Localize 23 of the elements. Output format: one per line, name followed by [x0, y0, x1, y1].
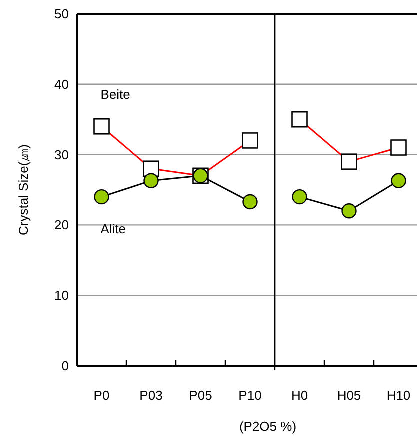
y-tick-label: 20 — [54, 218, 69, 233]
x-tick-label: P0 — [94, 388, 110, 403]
x-tick-label: H10 — [386, 388, 411, 403]
x-tick-label: H05 — [337, 388, 362, 403]
x-tick-label: P03 — [140, 388, 163, 403]
y-tick-label: 30 — [54, 147, 69, 162]
y-tick-label: 0 — [62, 358, 69, 374]
y-tick-label: 50 — [54, 6, 69, 22]
y-tick-label: 10 — [54, 288, 69, 304]
series-label: Beite — [100, 87, 130, 102]
point — [94, 189, 110, 205]
point — [391, 173, 406, 188]
x-tick-label: P05 — [189, 388, 212, 403]
x-tick-label: H0 — [291, 388, 308, 403]
x-tick-label: P10 — [238, 388, 262, 403]
x-axis-title: (P2O5 %) — [239, 419, 297, 434]
series-label: Alite — [100, 222, 126, 237]
y-tick-label: 40 — [54, 76, 69, 92]
point — [144, 173, 159, 188]
point — [292, 189, 308, 205]
point — [342, 204, 357, 219]
y-axis-title: Crystal Size(㎛) — [16, 144, 31, 236]
point — [242, 194, 258, 210]
